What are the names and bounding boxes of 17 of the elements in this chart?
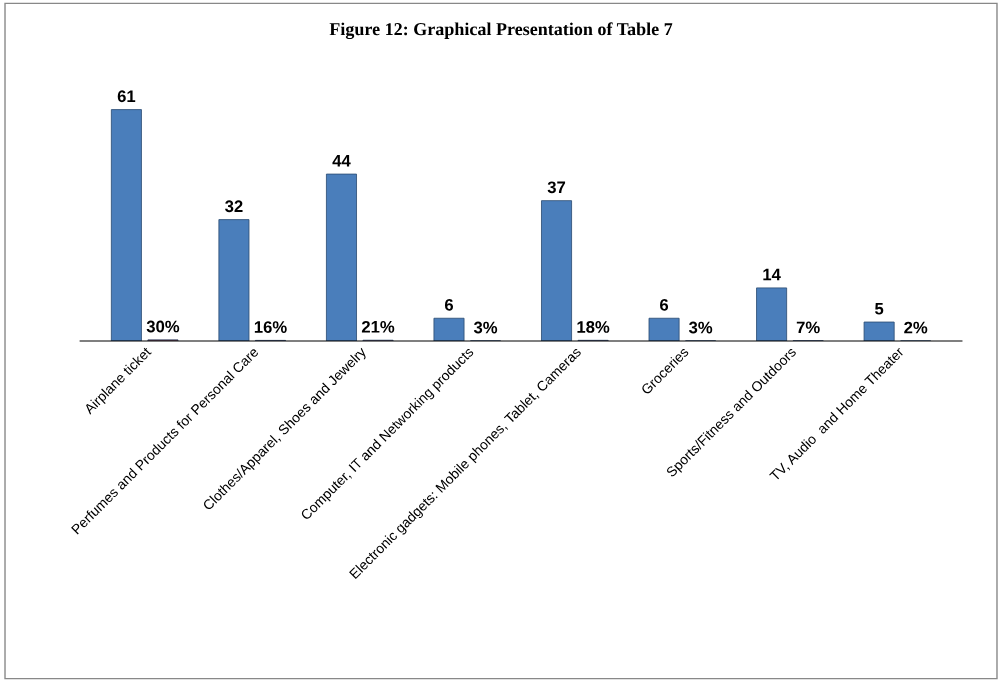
data-label: 5	[875, 302, 884, 315]
data-label: 30%	[146, 320, 180, 333]
data-label: 7%	[796, 321, 820, 334]
data-label: 37	[547, 181, 566, 194]
data-label: 18%	[577, 321, 610, 333]
data-label: 14	[763, 268, 781, 281]
data-label: 6	[660, 298, 669, 311]
data-label: 16%	[254, 321, 287, 333]
chart-title: Figure 12: Graphical Presentation of Table 7	[329, 22, 673, 40]
data-label: 44	[332, 155, 351, 167]
data-label: 3%	[473, 321, 498, 334]
data-label: 6	[444, 298, 454, 311]
data-label: 61	[117, 90, 136, 103]
data-label: 2%	[904, 321, 928, 334]
data-label: 21%	[361, 320, 395, 333]
data-label: 3%	[688, 321, 713, 334]
data-label: 32	[225, 200, 243, 213]
